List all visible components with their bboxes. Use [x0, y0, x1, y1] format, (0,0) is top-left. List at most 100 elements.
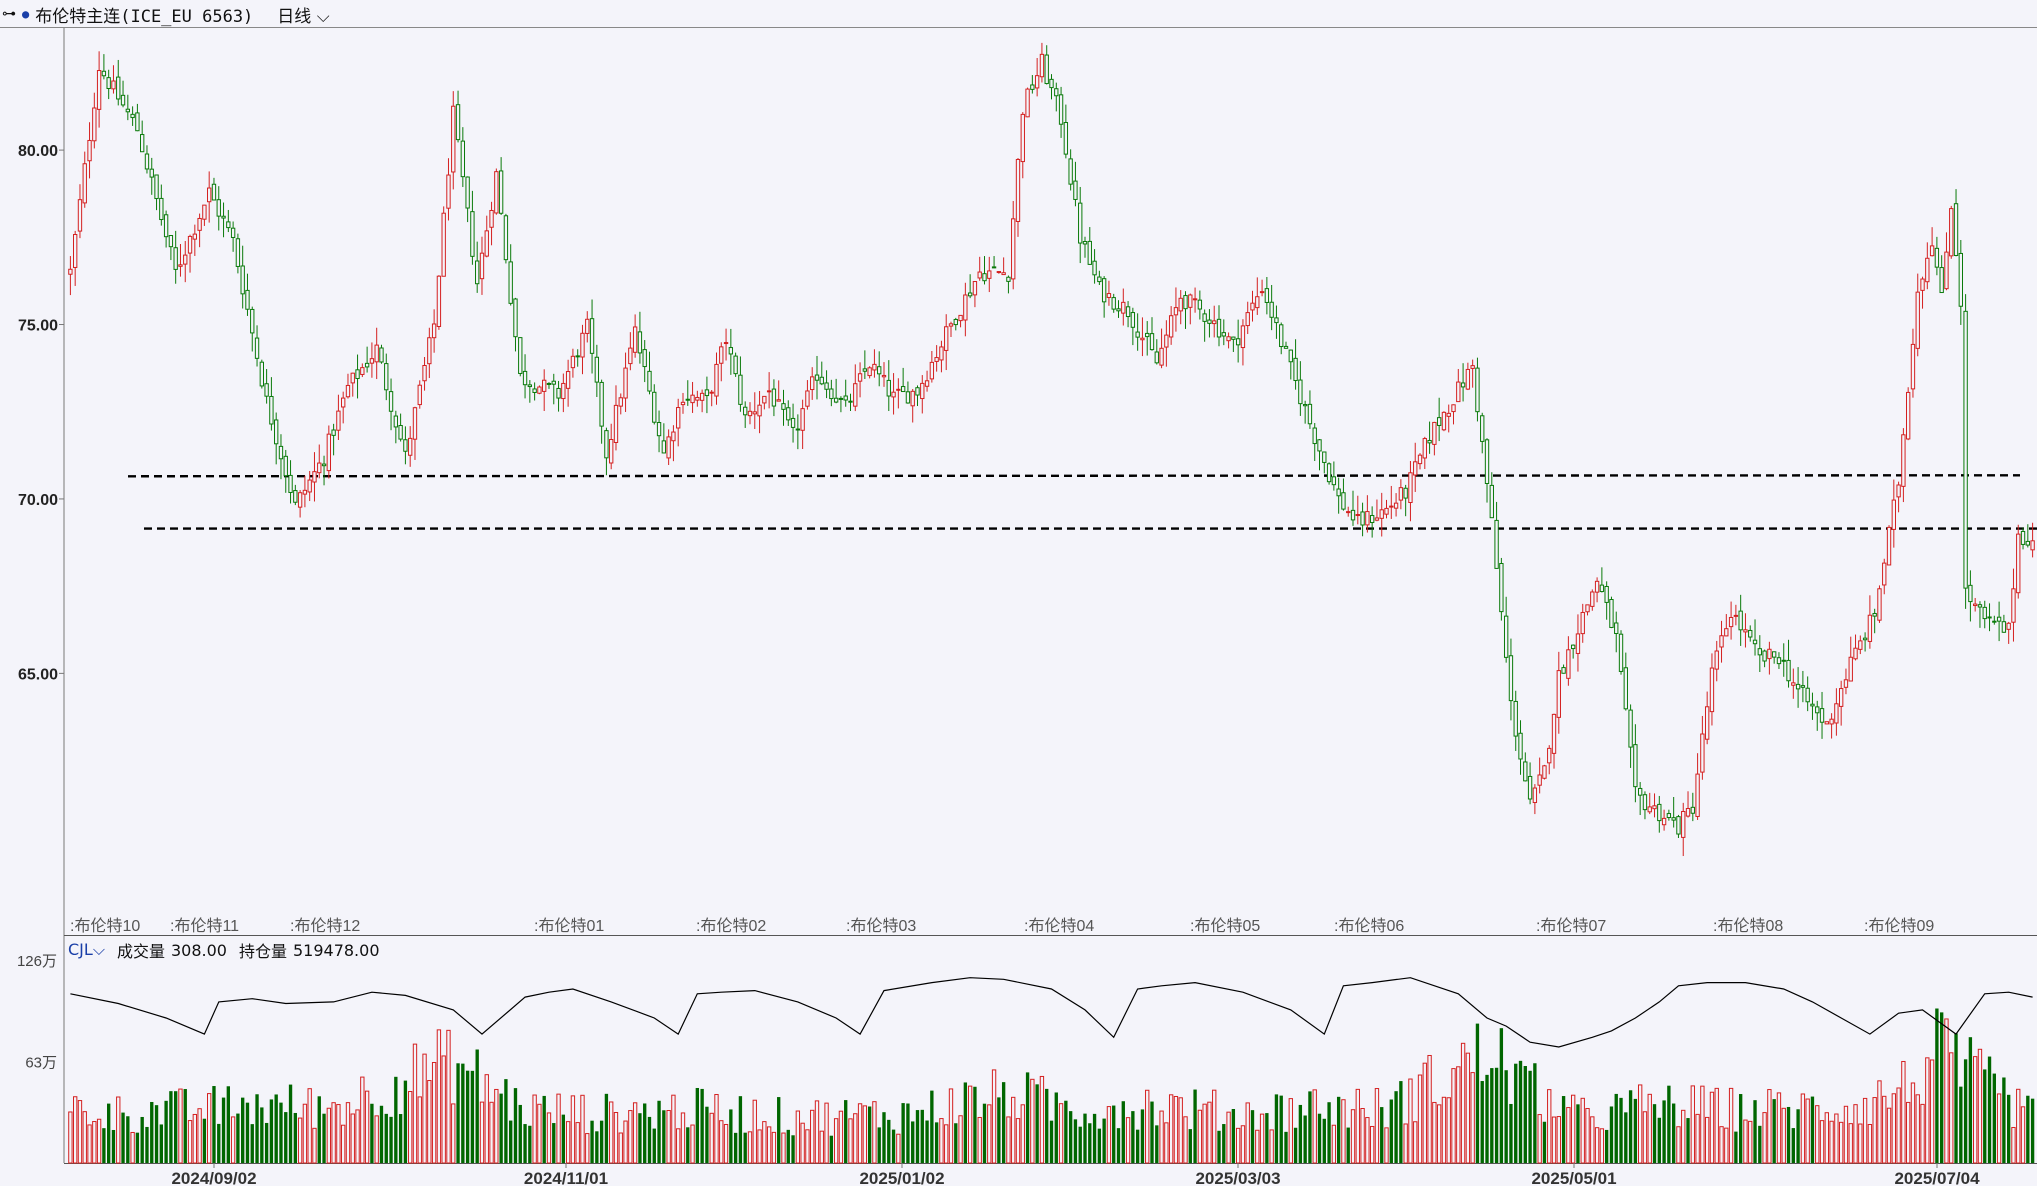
candle: [1207, 309, 1212, 338]
candle-body: [2001, 621, 2007, 633]
candle-body: [1709, 667, 1715, 713]
volume-bar: [1580, 1097, 1585, 1164]
volume-bar: [1690, 1085, 1695, 1164]
date-label: 2025/07/04: [1894, 1169, 1980, 1186]
volume-bar: [174, 1091, 178, 1163]
volume-bar: [398, 1114, 403, 1163]
candle: [1240, 319, 1246, 366]
volume-bar: [867, 1106, 872, 1163]
volume-bar: [1475, 1023, 1480, 1163]
volume-bar: [1940, 1012, 1944, 1163]
candle-body: [441, 212, 446, 277]
candle: [1551, 713, 1557, 769]
candle: [1996, 601, 2002, 642]
volume-bar: [1767, 1089, 1772, 1164]
period-selector[interactable]: 日线 ⌵: [277, 2, 329, 27]
candle: [551, 373, 556, 405]
candle: [1188, 293, 1193, 325]
volume-bar: [1168, 1094, 1174, 1164]
volume-bar: [1317, 1113, 1322, 1163]
volume-bar: [643, 1103, 647, 1163]
candle: [1561, 664, 1566, 674]
volume-bar: [302, 1103, 308, 1164]
volume-bar: [341, 1124, 346, 1164]
candle: [1992, 615, 1997, 625]
candle: [288, 460, 293, 504]
candle-body: [1149, 333, 1155, 351]
instrument-title[interactable]: 布伦特主连(ICE_EU 6563): [35, 6, 254, 27]
volume-bar: [1097, 1128, 1102, 1163]
candle: [699, 389, 705, 413]
candle-body: [1973, 603, 1978, 607]
volume-bar: [623, 1120, 628, 1164]
volume-bar: [1265, 1113, 1269, 1163]
volume-bar: [810, 1109, 815, 1164]
candle-body: [92, 107, 97, 142]
candle: [900, 367, 906, 393]
candle: [1858, 635, 1863, 655]
volume-bar: [1772, 1099, 1776, 1163]
volume-bar: [565, 1121, 571, 1164]
candle-body: [1164, 334, 1169, 348]
candle-body: [996, 271, 1002, 274]
volume-bar: [872, 1101, 877, 1164]
volume-bar: [374, 1115, 379, 1164]
candle: [240, 245, 245, 309]
candle-body: [1527, 775, 1533, 800]
candle-body: [886, 379, 891, 397]
candle-body: [331, 429, 336, 436]
volume-tick-label: 63万: [25, 1055, 57, 1072]
volume-bar: [1355, 1088, 1360, 1164]
candle-body: [623, 367, 628, 399]
volume-bar: [164, 1100, 168, 1163]
candle: [1403, 484, 1408, 517]
candle-body: [498, 170, 504, 214]
candle-body: [647, 370, 652, 392]
candle: [522, 354, 528, 399]
candle-body: [1805, 687, 1810, 703]
candle-body: [920, 382, 925, 400]
contract-label: :布伦特02: [696, 917, 766, 935]
candle: [1882, 558, 1887, 595]
volume-bar: [532, 1094, 537, 1164]
candle: [1322, 451, 1327, 474]
candle-body: [87, 139, 92, 162]
volume-bar: [1112, 1105, 1116, 1163]
candle-body: [1140, 337, 1145, 341]
candle-body: [1781, 659, 1786, 662]
candle: [1307, 390, 1313, 429]
volume-bar: [322, 1113, 326, 1163]
volume-bar: [915, 1110, 920, 1163]
candle-body: [853, 383, 858, 407]
candle-body: [1752, 639, 1758, 645]
volume-bar: [1796, 1109, 1800, 1163]
indicator-selector[interactable]: CJL⌵: [68, 940, 105, 960]
candle-body: [709, 391, 714, 394]
candle: [1771, 651, 1777, 664]
volume-bar: [504, 1079, 508, 1163]
link-icon[interactable]: ⊶: [2, 6, 16, 22]
volume-bar: [1030, 1078, 1035, 1164]
candle-body: [384, 363, 389, 391]
volume-bar: [628, 1110, 633, 1164]
candle: [269, 377, 274, 431]
candle: [685, 380, 690, 406]
candle-body: [1819, 708, 1825, 723]
candle-body: [1968, 584, 1973, 603]
volume-bar: [1977, 1048, 1983, 1164]
volume-bar: [489, 1101, 494, 1164]
candle: [2016, 524, 2021, 599]
candle-body: [522, 370, 528, 386]
volume-bar: [853, 1113, 858, 1164]
volume-bar: [575, 1122, 580, 1164]
candle: [140, 120, 145, 153]
date-label: 2024/09/02: [171, 1169, 256, 1186]
candle-body: [862, 368, 868, 372]
candle-body: [1661, 817, 1667, 826]
candle-body: [589, 318, 595, 354]
volume-bar: [1781, 1107, 1786, 1164]
candle-body: [1925, 257, 1930, 283]
volume-bar: [1848, 1123, 1853, 1164]
